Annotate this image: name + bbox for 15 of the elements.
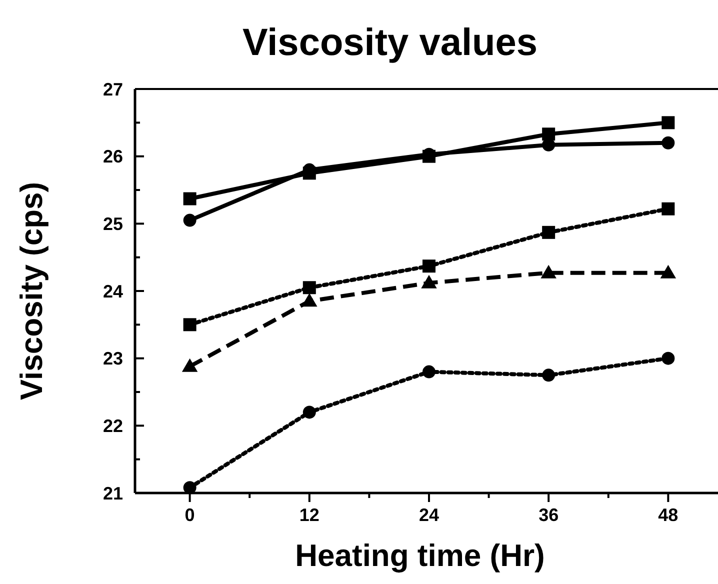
x-tick-label: 24 xyxy=(418,505,440,525)
y-tick-label: 22 xyxy=(102,416,123,436)
y-tick-label: 21 xyxy=(102,483,123,504)
x-tick-label: 12 xyxy=(299,505,320,525)
x-axis-title: Heating time (Hr) xyxy=(295,538,545,573)
y-tick-label: 26 xyxy=(102,146,123,167)
x-tick-label: 0 xyxy=(184,505,195,525)
chart-title: Viscosity values xyxy=(242,22,538,64)
y-tick-label: 25 xyxy=(102,214,123,234)
x-tick-label: 48 xyxy=(658,505,678,525)
x-tick-label: 36 xyxy=(538,505,559,525)
y-tick-label: 23 xyxy=(102,348,123,369)
y-axis-title: Viscosity (cps) xyxy=(14,182,49,400)
y-tick-label: 24 xyxy=(102,281,123,302)
y-tick-label: 27 xyxy=(102,79,123,100)
